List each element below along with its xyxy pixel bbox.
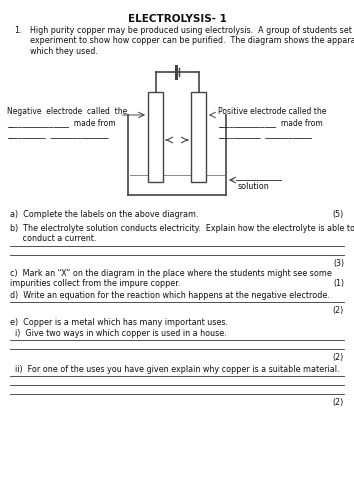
Text: __________  _______________: __________ _______________ xyxy=(7,129,109,138)
Text: c)  Mark an “X” on the diagram in the place where the students might see some: c) Mark an “X” on the diagram in the pla… xyxy=(10,269,332,278)
Text: ii)  For one of the uses you have given explain why copper is a suitable materia: ii) For one of the uses you have given e… xyxy=(10,365,339,374)
Text: High purity copper may be produced using electrolysis.  A group of students set : High purity copper may be produced using… xyxy=(30,26,354,56)
Text: _______________  made from: _______________ made from xyxy=(218,118,323,127)
Text: a)  Complete the labels on the above diagram.: a) Complete the labels on the above diag… xyxy=(10,210,199,219)
Text: impurities collect from the impure copper.: impurities collect from the impure coppe… xyxy=(10,279,181,288)
Text: 1.: 1. xyxy=(14,26,22,35)
Text: Positive electrode called the: Positive electrode called the xyxy=(218,107,326,116)
Text: ELECTROLYSIS- 1: ELECTROLYSIS- 1 xyxy=(127,14,227,24)
Text: (1): (1) xyxy=(333,279,344,288)
Text: (3): (3) xyxy=(333,259,344,268)
Text: b)  The electrolyte solution conducts electricity.  Explain how the electrolyte : b) The electrolyte solution conducts ele… xyxy=(10,224,354,233)
Text: (2): (2) xyxy=(333,353,344,362)
Text: ________________  made from: ________________ made from xyxy=(7,118,116,127)
Text: solution: solution xyxy=(238,182,270,191)
Bar xyxy=(191,92,206,182)
Bar xyxy=(148,92,163,182)
Text: Negative  electrode  called  the: Negative electrode called the xyxy=(7,107,127,116)
Text: ___________  ____________: ___________ ____________ xyxy=(218,129,312,138)
Text: d)  Write an equation for the reaction which happens at the negative electrode.: d) Write an equation for the reaction wh… xyxy=(10,291,330,300)
Text: conduct a current.: conduct a current. xyxy=(10,234,96,243)
Text: i)  Give two ways in which copper is used in a house.: i) Give two ways in which copper is used… xyxy=(10,329,227,338)
Text: e)  Copper is a metal which has many important uses.: e) Copper is a metal which has many impo… xyxy=(10,318,228,327)
Text: (2): (2) xyxy=(333,398,344,407)
Text: (2): (2) xyxy=(333,306,344,315)
Text: (5): (5) xyxy=(333,210,344,219)
